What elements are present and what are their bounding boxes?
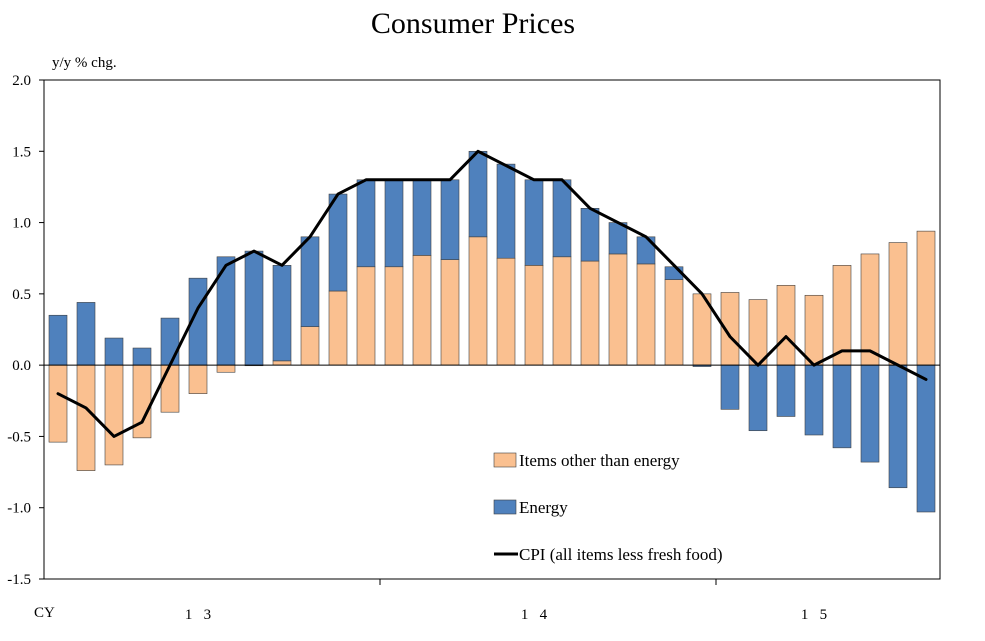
y-tick-label: -0.5 xyxy=(7,429,31,445)
chart-title: Consumer Prices xyxy=(371,7,575,40)
bar-other-15 xyxy=(440,259,460,366)
legend-label: Energy xyxy=(519,498,568,517)
bar-energy-28 xyxy=(804,364,824,436)
bar-other-22 xyxy=(636,263,656,366)
x-year-label: 1 4 xyxy=(521,607,548,623)
bar-other-10 xyxy=(300,326,320,366)
legend-swatch-energy xyxy=(493,499,517,515)
bar-energy-17 xyxy=(496,163,516,259)
bar-other-12 xyxy=(356,266,376,366)
bar-other-32 xyxy=(916,230,936,366)
y-tick-label: 2.0 xyxy=(12,73,31,89)
bar-energy-2 xyxy=(76,302,96,366)
bar-other-14 xyxy=(412,255,432,366)
x-year-label: 1 5 xyxy=(801,607,827,623)
bar-other-17 xyxy=(496,257,516,366)
cpi-line-layer xyxy=(56,149,928,438)
bar-other-9 xyxy=(272,360,292,366)
bar-other-16 xyxy=(468,236,488,366)
bar-energy-18 xyxy=(524,179,544,266)
bar-energy-29 xyxy=(832,364,852,449)
bar-other-18 xyxy=(524,265,544,366)
bar-other-28 xyxy=(804,294,824,366)
bar-energy-11 xyxy=(328,193,348,292)
bar-other-6 xyxy=(188,364,208,394)
bar-other-11 xyxy=(328,290,348,366)
plot-area-frame xyxy=(43,79,941,580)
y-tick-label: 0.0 xyxy=(12,358,31,374)
bar-energy-19 xyxy=(552,179,572,258)
y-tick-label: -1.5 xyxy=(7,572,31,588)
bar-energy-10 xyxy=(300,236,320,327)
axis-layer: 2.0 1.5 1.0 0.5 0.0 -0.5 -1.0 -1.5 1 3 1 4 1 5 CY xyxy=(7,73,827,623)
bar-energy-26 xyxy=(748,364,768,432)
legend-label: Items other than energy xyxy=(519,451,680,470)
bar-energy-8 xyxy=(244,250,264,366)
y-axis-label: y/y % chg. xyxy=(52,55,117,71)
bar-other-31 xyxy=(888,242,908,366)
cpi-line xyxy=(56,149,928,438)
bar-other-27 xyxy=(776,284,796,366)
bars-layer xyxy=(48,150,936,513)
bar-energy-20 xyxy=(580,208,600,262)
bar-energy-13 xyxy=(384,179,404,268)
bar-other-1 xyxy=(48,364,68,443)
bar-other-3 xyxy=(104,364,124,466)
bar-energy-3 xyxy=(104,337,124,366)
bar-other-13 xyxy=(384,266,404,366)
bar-energy-30 xyxy=(860,364,880,463)
bar-energy-25 xyxy=(720,364,740,410)
bar-energy-27 xyxy=(776,364,796,417)
bar-energy-5 xyxy=(160,317,180,366)
y-tick-label: 0.5 xyxy=(12,287,31,303)
legend-label: CPI (all items less fresh food) xyxy=(519,545,723,564)
y-tick-label: -1.0 xyxy=(7,501,31,517)
bar-other-26 xyxy=(748,299,768,366)
bar-energy-31 xyxy=(888,364,908,489)
bar-energy-14 xyxy=(412,179,432,256)
bar-energy-4 xyxy=(132,347,152,366)
bar-other-20 xyxy=(580,260,600,366)
bar-energy-22 xyxy=(636,236,656,265)
x-axis-prefix: CY xyxy=(34,605,55,621)
y-tick-label: 1.5 xyxy=(12,144,31,160)
bar-energy-15 xyxy=(440,179,460,260)
bar-other-7 xyxy=(216,364,236,373)
bar-other-19 xyxy=(552,256,572,366)
bar-energy-9 xyxy=(272,265,292,362)
bar-energy-16 xyxy=(468,150,488,238)
y-tick-label: 1.0 xyxy=(12,216,31,232)
bar-other-5 xyxy=(160,364,180,413)
bar-other-23 xyxy=(664,279,684,366)
bar-other-2 xyxy=(76,364,96,471)
bar-energy-12 xyxy=(356,179,376,268)
bar-energy-32 xyxy=(916,364,936,513)
legend-swatch-other xyxy=(493,452,517,468)
x-year-label: 1 3 xyxy=(185,607,211,623)
bar-energy-1 xyxy=(48,314,68,366)
bar-other-21 xyxy=(608,253,628,366)
legend: Items other than energy Energy CPI (all it… xyxy=(493,451,723,564)
bar-other-30 xyxy=(860,253,880,366)
